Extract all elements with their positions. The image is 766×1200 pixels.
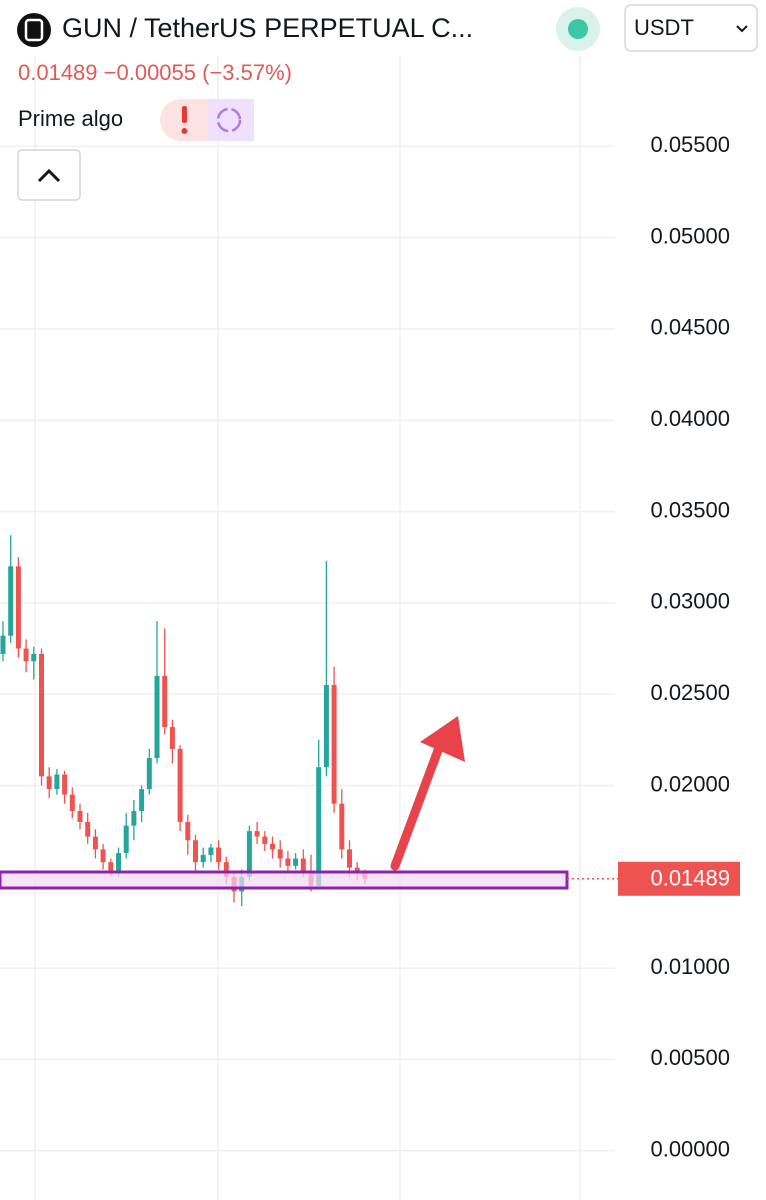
candle-body <box>300 858 306 874</box>
y-tick-label: 0.00000 <box>650 1137 730 1162</box>
y-tick-label: 0.03500 <box>650 497 730 522</box>
candle-body <box>69 794 75 812</box>
candle-body <box>85 821 91 837</box>
price-change: 0.01489 −0.00055 (−3.57%) <box>18 60 292 85</box>
symbol-title[interactable]: GUN / TetherUS PERPETUAL C... <box>62 13 473 43</box>
currency-label: USDT <box>634 15 694 40</box>
arrow-shaft <box>390 740 445 871</box>
candle-body <box>216 847 222 863</box>
y-tick-label: 0.04500 <box>650 315 730 340</box>
candle-body <box>54 774 60 790</box>
y-axis: 0.00000 0.00500 0.01000 0.02000 0.02500 0.030… <box>567 132 740 1162</box>
candle-body <box>339 803 345 850</box>
candle-body <box>77 811 83 822</box>
support-zone <box>0 870 569 890</box>
candle-body <box>100 849 106 863</box>
candle-body <box>223 862 229 877</box>
refresh-icon[interactable] <box>216 107 242 133</box>
candle-body <box>0 635 6 654</box>
candle-body <box>185 821 191 841</box>
candle-body <box>177 748 183 822</box>
candle-body <box>92 836 98 850</box>
error-icon-dot <box>181 128 188 134</box>
candle-body <box>131 811 137 826</box>
y-tick-label: 0.02500 <box>650 680 730 705</box>
candle-body <box>162 675 168 728</box>
currency-select[interactable] <box>624 4 758 52</box>
candle-body <box>146 758 152 790</box>
candle-body <box>316 767 322 886</box>
candle-body <box>62 774 68 795</box>
candle-body <box>354 867 360 874</box>
last-price-label: 0.01489 <box>650 866 730 891</box>
candle-body <box>193 840 198 863</box>
status-dot <box>568 19 588 39</box>
candle-body <box>154 675 160 759</box>
candle-body <box>200 854 206 863</box>
candle-body <box>116 853 121 872</box>
candle-body <box>323 685 329 768</box>
candle-body <box>293 858 299 866</box>
collapse-chevron <box>37 168 61 183</box>
candle-body <box>123 825 129 854</box>
header-bg <box>0 0 620 56</box>
candle-body <box>139 789 145 812</box>
candle-body <box>23 648 29 662</box>
candle-body <box>108 862 114 872</box>
logo-glyph <box>24 18 44 42</box>
candle-body <box>39 653 44 777</box>
y-tick-label: 0.04000 <box>650 406 730 431</box>
candle-body <box>208 847 214 855</box>
grid <box>0 0 615 1200</box>
y-tick-label: 0.02000 <box>650 771 730 796</box>
candle-body <box>31 653 37 662</box>
last-price-tag <box>618 861 740 896</box>
candle-body <box>331 685 337 804</box>
arrow <box>390 716 465 871</box>
collapse-button[interactable] <box>17 149 81 201</box>
candle-body <box>270 843 275 850</box>
candle-body <box>277 849 283 859</box>
candle-body <box>46 776 52 790</box>
candle-body <box>347 849 352 868</box>
candle-body <box>15 566 21 649</box>
candle-body <box>254 831 260 837</box>
indicator-name: Prime algo <box>18 106 123 131</box>
candle-body <box>246 831 252 877</box>
y-tick-label: 0.00500 <box>650 1045 730 1070</box>
y-tick-label: 0.05000 <box>650 223 730 248</box>
candle-body <box>169 727 175 749</box>
candle-body <box>285 858 291 866</box>
plot <box>0 535 368 906</box>
indicator-pill-right <box>208 99 254 141</box>
symbol-logo <box>17 13 51 47</box>
y-tick-label: 0.03000 <box>650 589 730 614</box>
candle-body <box>262 836 268 844</box>
y-tick-label: 0.01000 <box>650 954 730 979</box>
error-icon <box>182 106 187 123</box>
y-tick-label: 0.05500 <box>650 132 730 157</box>
arrow-head <box>420 716 465 762</box>
header: GUN / TetherUS PERPETUAL C... USDT 0.014… <box>0 0 758 201</box>
candle-body <box>8 566 14 636</box>
select-chevron <box>736 25 748 33</box>
